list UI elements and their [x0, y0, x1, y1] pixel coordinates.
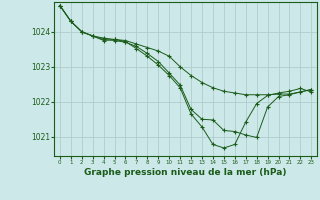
X-axis label: Graphe pression niveau de la mer (hPa): Graphe pression niveau de la mer (hPa)	[84, 168, 287, 177]
